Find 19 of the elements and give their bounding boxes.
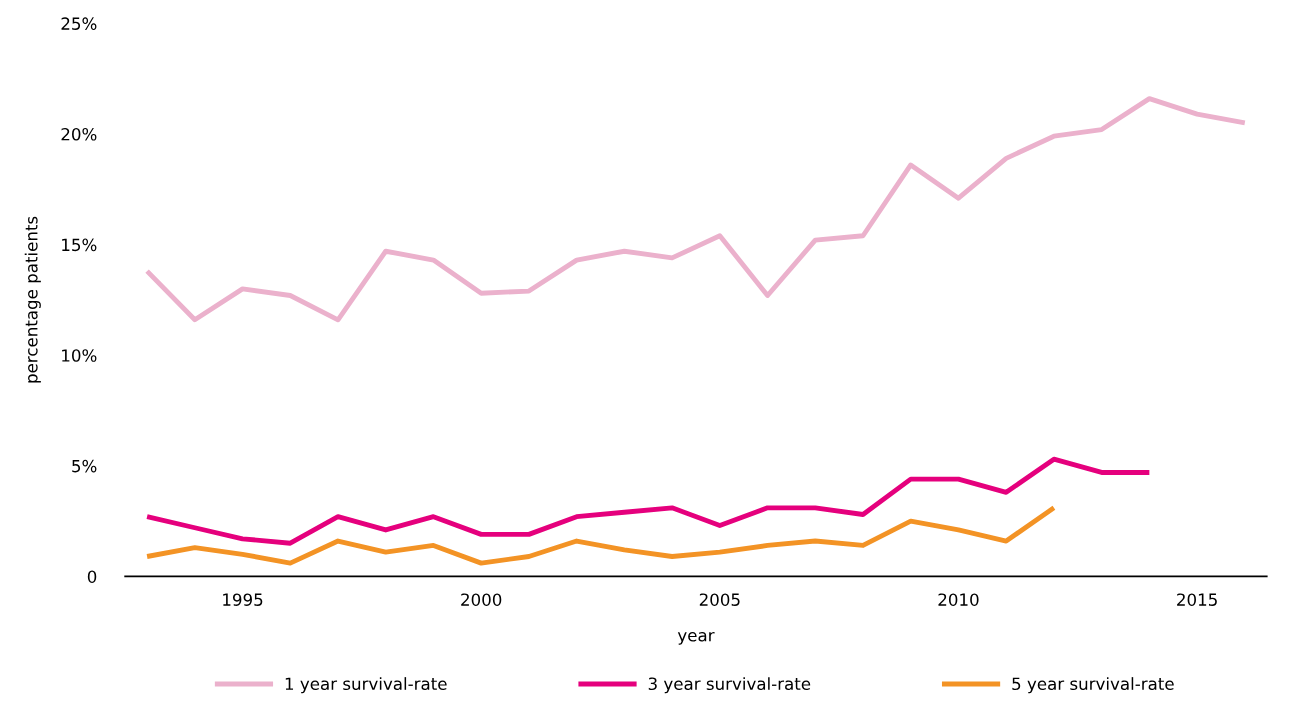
x-tick-label: 2005 — [699, 593, 740, 606]
line-series — [144, 505, 1057, 566]
y-axis-title: percentage patients — [24, 216, 41, 383]
x-tick-label: 2010 — [938, 593, 979, 606]
x-tick-label: 2000 — [461, 593, 502, 606]
y-tick-label: 20% — [61, 127, 97, 141]
line-series — [144, 456, 1152, 546]
x-tick-label: 2015 — [1177, 593, 1217, 606]
line-series — [144, 96, 1248, 323]
x-tick-label: 1995 — [223, 593, 263, 606]
y-tick-label: 10% — [62, 349, 97, 362]
y-tick-label: 5% — [72, 459, 97, 473]
y-tick-label: 25% — [61, 17, 97, 30]
y-tick-label: 0 — [87, 570, 97, 583]
legend-label: 3 year survival-rate — [648, 677, 811, 694]
legend-label: 5 year survival-rate — [1012, 677, 1174, 694]
legend-label: 1 year survival-rate — [285, 677, 447, 694]
x-axis-title: year — [677, 631, 715, 645]
y-tick-label: 15% — [62, 238, 97, 252]
